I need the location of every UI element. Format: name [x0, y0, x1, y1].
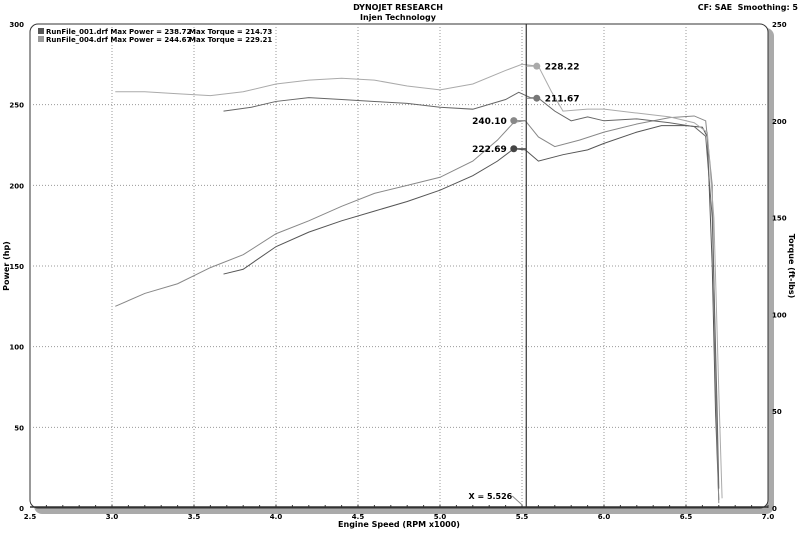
x-tick-label: 2.5 [24, 513, 37, 521]
series-line-torque-3 [115, 63, 723, 499]
series-line-power-1 [115, 115, 720, 504]
y2-axis-label: Torque (ft-lbs) [787, 234, 796, 299]
marker-point [533, 62, 541, 70]
settings-label: CF: SAE Smoothing: 5 [698, 3, 799, 12]
cursor-pointer [511, 495, 523, 506]
legend-entry: RunFile_001.drf Max Power = 238.72 [46, 28, 192, 36]
cursor-label: X = 5.526 [469, 492, 513, 501]
marker-label: 211.67 [545, 95, 580, 105]
marker-point [510, 145, 518, 153]
y-tick-label: 250 [9, 102, 24, 110]
legend-entry: RunFile_004.drf Max Power = 244.67 [46, 36, 192, 44]
marker-label: 228.22 [545, 63, 580, 73]
legend-swatch [38, 28, 44, 34]
x-tick-label: 7.0 [762, 513, 775, 521]
y-tick-label: 0 [19, 505, 24, 513]
x-tick-label: 3.0 [106, 513, 119, 521]
x-tick-label: 3.5 [188, 513, 201, 521]
y2-tick-label: 0 [772, 505, 777, 513]
x-tick-label: 6.0 [598, 513, 611, 521]
x-axis-label: Engine Speed (RPM x1000) [338, 520, 460, 529]
marker-label: 240.10 [472, 117, 507, 127]
y2-tick-label: 50 [772, 408, 782, 416]
marker-point [533, 94, 541, 102]
y-tick-label: 150 [9, 263, 24, 271]
legend-swatch [38, 36, 44, 42]
x-tick-label: 4.5 [352, 513, 365, 521]
y-tick-label: 50 [14, 424, 24, 432]
y2-tick-label: 100 [772, 311, 787, 319]
x-tick-label: 4.0 [270, 513, 283, 521]
y-tick-label: 300 [9, 21, 24, 29]
chart-title: DYNOJET RESEARCH [353, 3, 443, 12]
chart-subtitle: Injen Technology [360, 13, 437, 22]
y-axis-label: Power (hp) [2, 241, 11, 291]
marker-point [510, 117, 518, 125]
y-tick-label: 200 [9, 182, 24, 190]
x-tick-label: 5.0 [434, 513, 447, 521]
y2-tick-label: 150 [772, 215, 787, 223]
legend-torque: Max Torque = 229.21 [189, 36, 272, 44]
legend-torque: Max Torque = 214.73 [189, 28, 272, 36]
y2-tick-label: 250 [772, 21, 787, 29]
x-tick-label: 6.5 [680, 513, 693, 521]
x-tick-label: 5.5 [516, 513, 529, 521]
y2-tick-label: 200 [772, 118, 787, 126]
marker-label: 222.69 [472, 145, 507, 155]
y-tick-label: 100 [9, 344, 24, 352]
